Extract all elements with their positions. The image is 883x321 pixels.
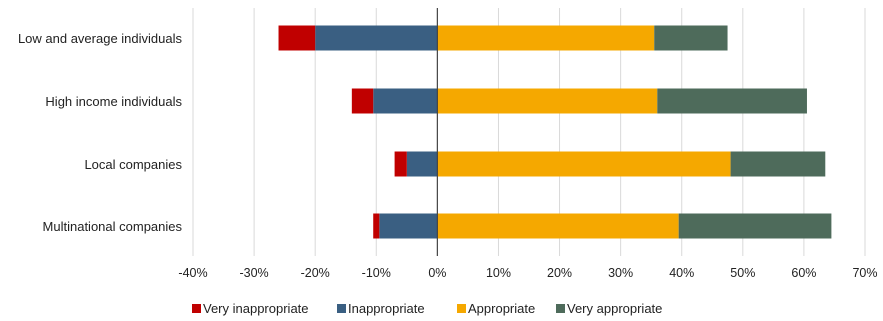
category-label: Local companies bbox=[84, 157, 182, 172]
bar-inappropriate bbox=[315, 25, 438, 51]
category-label: High income individuals bbox=[45, 94, 182, 109]
bar-very-appropriate bbox=[654, 25, 728, 51]
x-tick-label: 50% bbox=[730, 266, 755, 280]
x-tick-label: 20% bbox=[547, 266, 572, 280]
bar-inappropriate bbox=[379, 213, 438, 239]
x-tick-label: 60% bbox=[791, 266, 816, 280]
bar-appropriate bbox=[437, 151, 731, 177]
legend-item: Very appropriate bbox=[556, 301, 662, 316]
x-tick-label: 0% bbox=[428, 266, 446, 280]
legend-swatch bbox=[192, 304, 201, 313]
bar-very-inappropriate bbox=[278, 25, 316, 51]
bar-appropriate bbox=[437, 88, 658, 114]
x-tick-label: -40% bbox=[178, 266, 207, 280]
legend-label: Appropriate bbox=[468, 301, 535, 316]
x-tick-label: -20% bbox=[301, 266, 330, 280]
x-tick-label: 40% bbox=[669, 266, 694, 280]
bar-very-inappropriate bbox=[394, 151, 407, 177]
legend-label: Inappropriate bbox=[348, 301, 425, 316]
bar-appropriate bbox=[437, 25, 655, 51]
bar-very-appropriate bbox=[730, 151, 826, 177]
legend-swatch bbox=[457, 304, 466, 313]
legend-item: Very inappropriate bbox=[192, 301, 309, 316]
bar-appropriate bbox=[437, 213, 679, 239]
x-tick-label: 10% bbox=[486, 266, 511, 280]
x-tick-label: -10% bbox=[362, 266, 391, 280]
bar-inappropriate bbox=[406, 151, 438, 177]
bar-inappropriate bbox=[373, 88, 438, 114]
legend-item: Appropriate bbox=[457, 301, 535, 316]
legend-label: Very appropriate bbox=[567, 301, 662, 316]
x-tick-label: 30% bbox=[608, 266, 633, 280]
legend-label: Very inappropriate bbox=[203, 301, 309, 316]
x-axis-tick-labels: -40% -30% -20% -10% 0% 10% 20% 30% 40% 50% 60% 70% bbox=[178, 266, 877, 280]
legend-item: Inappropriate bbox=[337, 301, 425, 316]
x-tick-label: 70% bbox=[852, 266, 877, 280]
legend-swatch bbox=[337, 304, 346, 313]
legend: Very inappropriate Inappropriate Appropria… bbox=[192, 301, 662, 316]
bar-very-appropriate bbox=[657, 88, 807, 114]
bar-very-inappropriate bbox=[373, 213, 380, 239]
bar-very-appropriate bbox=[678, 213, 832, 239]
legend-swatch bbox=[556, 304, 565, 313]
category-labels: Low and average individuals High income i… bbox=[18, 31, 183, 234]
category-label: Low and average individuals bbox=[18, 31, 183, 46]
bar-very-inappropriate bbox=[351, 88, 374, 114]
bars bbox=[278, 25, 832, 239]
category-label: Multinational companies bbox=[43, 219, 183, 234]
x-tick-label: -30% bbox=[239, 266, 268, 280]
